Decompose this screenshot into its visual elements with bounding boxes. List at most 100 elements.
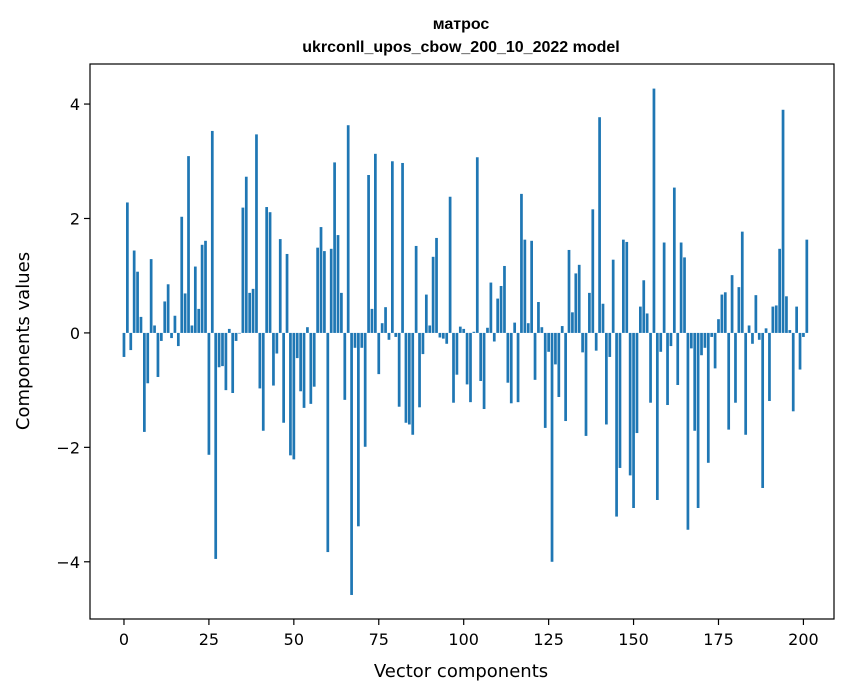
bar	[703, 332, 707, 348]
bar	[503, 265, 506, 333]
bar	[523, 239, 527, 333]
bar	[333, 162, 336, 333]
bar	[747, 325, 751, 333]
bar	[238, 332, 241, 334]
bar	[696, 332, 700, 508]
bar	[462, 328, 466, 333]
bar	[139, 316, 143, 333]
bar	[316, 247, 319, 333]
bar	[193, 266, 197, 333]
bar	[163, 301, 167, 333]
y-tick-label: 2	[70, 209, 80, 228]
bar	[363, 332, 367, 447]
bar	[516, 332, 520, 403]
bar	[207, 332, 211, 455]
bar	[795, 306, 798, 333]
bar	[757, 332, 761, 340]
bar	[635, 332, 639, 434]
bar	[346, 125, 350, 333]
bar	[798, 332, 802, 370]
bar	[608, 332, 612, 357]
bar	[122, 332, 126, 357]
bar	[778, 248, 781, 333]
bar	[520, 193, 523, 333]
bar	[577, 264, 581, 333]
bar	[384, 307, 387, 333]
bar	[418, 332, 421, 408]
bar	[679, 242, 683, 333]
bar	[312, 332, 316, 387]
x-tick-label: 50	[284, 630, 304, 649]
bar	[374, 153, 377, 333]
x-axis-label: Vector components	[374, 661, 548, 682]
bar	[261, 332, 265, 431]
bar	[730, 275, 734, 333]
bar	[251, 288, 255, 333]
bar	[706, 332, 710, 463]
bar	[411, 332, 415, 435]
bar	[401, 162, 404, 333]
y-tick-label: −4	[56, 553, 80, 572]
x-tick-label: 125	[533, 630, 564, 649]
bar	[693, 332, 697, 431]
bar	[241, 207, 245, 333]
bar	[180, 216, 184, 333]
bar	[492, 332, 496, 342]
plot-frame	[89, 63, 835, 620]
bar	[486, 327, 489, 333]
x-tick-label: 200	[788, 630, 819, 649]
bar	[475, 157, 479, 333]
bar	[554, 332, 557, 365]
bar	[431, 256, 435, 333]
bar	[136, 271, 139, 333]
bar	[530, 240, 533, 333]
bar	[737, 287, 741, 333]
bar	[781, 109, 785, 333]
bar	[479, 332, 483, 381]
bar	[227, 328, 231, 333]
bar	[717, 319, 720, 333]
bar	[720, 294, 724, 333]
bar	[438, 332, 442, 338]
bar	[642, 280, 646, 333]
bar	[272, 332, 275, 386]
bar	[611, 259, 615, 333]
bar	[526, 323, 530, 333]
bar	[601, 303, 605, 333]
bar	[764, 328, 768, 333]
bar	[424, 294, 428, 333]
bar	[350, 332, 353, 595]
x-tick-label: 150	[618, 630, 649, 649]
bar	[540, 327, 544, 333]
bar	[550, 332, 554, 562]
bar	[662, 242, 666, 333]
bar	[768, 332, 771, 402]
bar	[397, 332, 401, 407]
bar	[231, 332, 235, 393]
bar	[302, 332, 306, 408]
bar	[591, 209, 595, 333]
y-axis-ticks: −4 −2 0 2 4	[56, 95, 90, 572]
bar	[387, 332, 391, 340]
bar	[655, 332, 659, 500]
bar	[126, 202, 129, 333]
bar	[458, 326, 462, 333]
x-tick-label: 75	[369, 630, 389, 649]
bar	[360, 332, 364, 348]
bar	[632, 332, 635, 508]
bar	[683, 257, 686, 333]
bar	[377, 332, 381, 375]
bar	[289, 332, 292, 456]
bar	[639, 306, 642, 333]
bar	[754, 295, 758, 333]
bar	[336, 235, 340, 333]
bar	[445, 332, 449, 344]
bar	[557, 332, 561, 397]
bar	[672, 187, 676, 333]
bar	[340, 292, 343, 333]
bar	[149, 259, 153, 333]
bar	[472, 331, 476, 333]
bar	[299, 332, 302, 392]
bar	[448, 196, 452, 333]
bar	[326, 332, 330, 553]
